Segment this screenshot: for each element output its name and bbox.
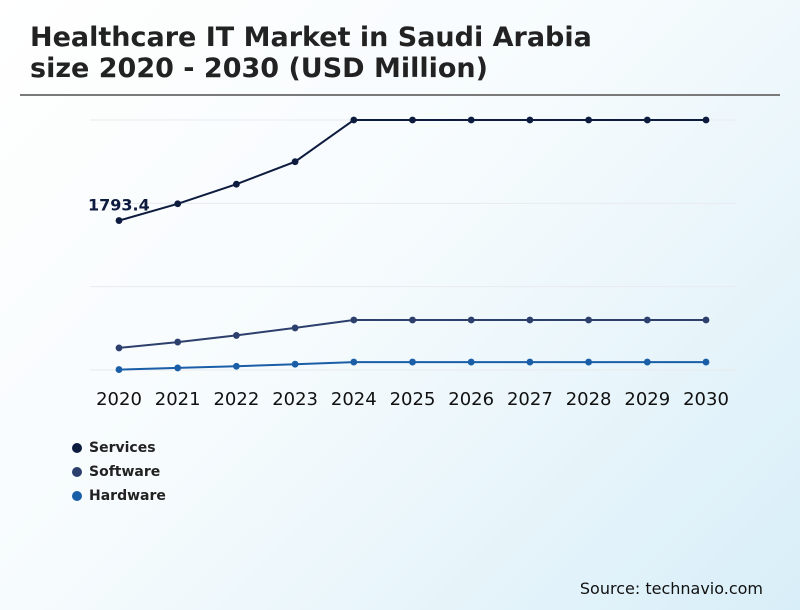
data-point-software — [526, 316, 534, 324]
x-tick-label: 2022 — [213, 389, 259, 410]
data-point-hardware — [409, 358, 416, 366]
x-tick-label: 2023 — [272, 389, 318, 410]
chart-title: Healthcare IT Market in Saudi Arabia siz… — [30, 22, 592, 84]
data-point-services — [643, 116, 651, 124]
data-point-services — [409, 116, 416, 124]
gridlines — [90, 119, 736, 371]
data-point-software — [115, 344, 123, 352]
data-point-software — [409, 316, 416, 324]
x-axis-tick-labels: 2020 2021 2022 2023 2024 2025 2026 2027 2028 2029… — [96, 389, 729, 410]
x-tick-label: 2030 — [683, 389, 729, 410]
data-point-services — [174, 200, 182, 208]
chart-title-line-2: size 2020 - 2030 (USD Million) — [30, 53, 488, 84]
data-point-software — [233, 332, 240, 339]
data-point-services — [526, 116, 534, 124]
data-point-hardware — [233, 362, 240, 370]
data-point-services — [467, 116, 475, 124]
x-tick-label: 2026 — [448, 389, 494, 410]
x-tick-label: 2027 — [507, 389, 553, 410]
data-point-services — [233, 180, 240, 188]
series-lines — [118, 119, 706, 371]
x-tick-label: 2021 — [155, 389, 201, 410]
data-point-services — [291, 158, 299, 166]
legend-label-software: Software — [89, 464, 161, 480]
data-point-hardware — [526, 358, 534, 366]
legend-item-hardware: Hardware — [72, 484, 166, 508]
series-line-software — [118, 319, 706, 349]
chart-title-line-1: Healthcare IT Market in Saudi Arabia — [30, 22, 592, 53]
data-label-services-2020: 1793.4 — [88, 196, 150, 215]
data-point-software — [702, 316, 710, 324]
data-point-software — [467, 316, 475, 324]
data-point-software — [643, 316, 651, 324]
data-point-software — [291, 324, 299, 332]
annotations: 1793.4 — [88, 196, 150, 215]
data-point-hardware — [585, 358, 592, 366]
data-point-hardware — [291, 360, 299, 368]
legend-marker-software — [72, 467, 82, 477]
data-point-services — [585, 116, 592, 124]
data-point-services — [350, 116, 358, 124]
legend-item-services: Services — [72, 436, 166, 460]
data-point-software — [174, 338, 182, 346]
data-point-services — [702, 116, 710, 124]
title-divider — [20, 94, 780, 96]
legend-label-hardware: Hardware — [89, 488, 166, 504]
data-point-hardware — [467, 358, 475, 366]
data-point-hardware — [174, 364, 182, 372]
x-tick-label: 2025 — [390, 389, 436, 410]
data-point-software — [585, 316, 592, 324]
series-line-services — [118, 119, 706, 222]
legend-item-software: Software — [72, 460, 166, 484]
legend-marker-hardware — [72, 491, 82, 501]
data-point-hardware — [643, 358, 651, 366]
x-tick-label: 2020 — [96, 389, 142, 410]
data-point-hardware — [350, 358, 358, 366]
data-point-services — [115, 217, 123, 224]
x-tick-label: 2024 — [331, 389, 377, 410]
data-point-hardware — [115, 366, 123, 373]
x-tick-label: 2029 — [624, 389, 670, 410]
series-points — [115, 116, 710, 373]
legend: Services Software Hardware — [72, 436, 166, 508]
data-point-software — [350, 316, 358, 324]
source-credit: Source: technavio.com — [579, 579, 763, 598]
legend-label-services: Services — [89, 440, 156, 456]
legend-marker-services — [72, 443, 82, 453]
x-tick-label: 2028 — [566, 389, 612, 410]
data-point-hardware — [702, 358, 710, 366]
